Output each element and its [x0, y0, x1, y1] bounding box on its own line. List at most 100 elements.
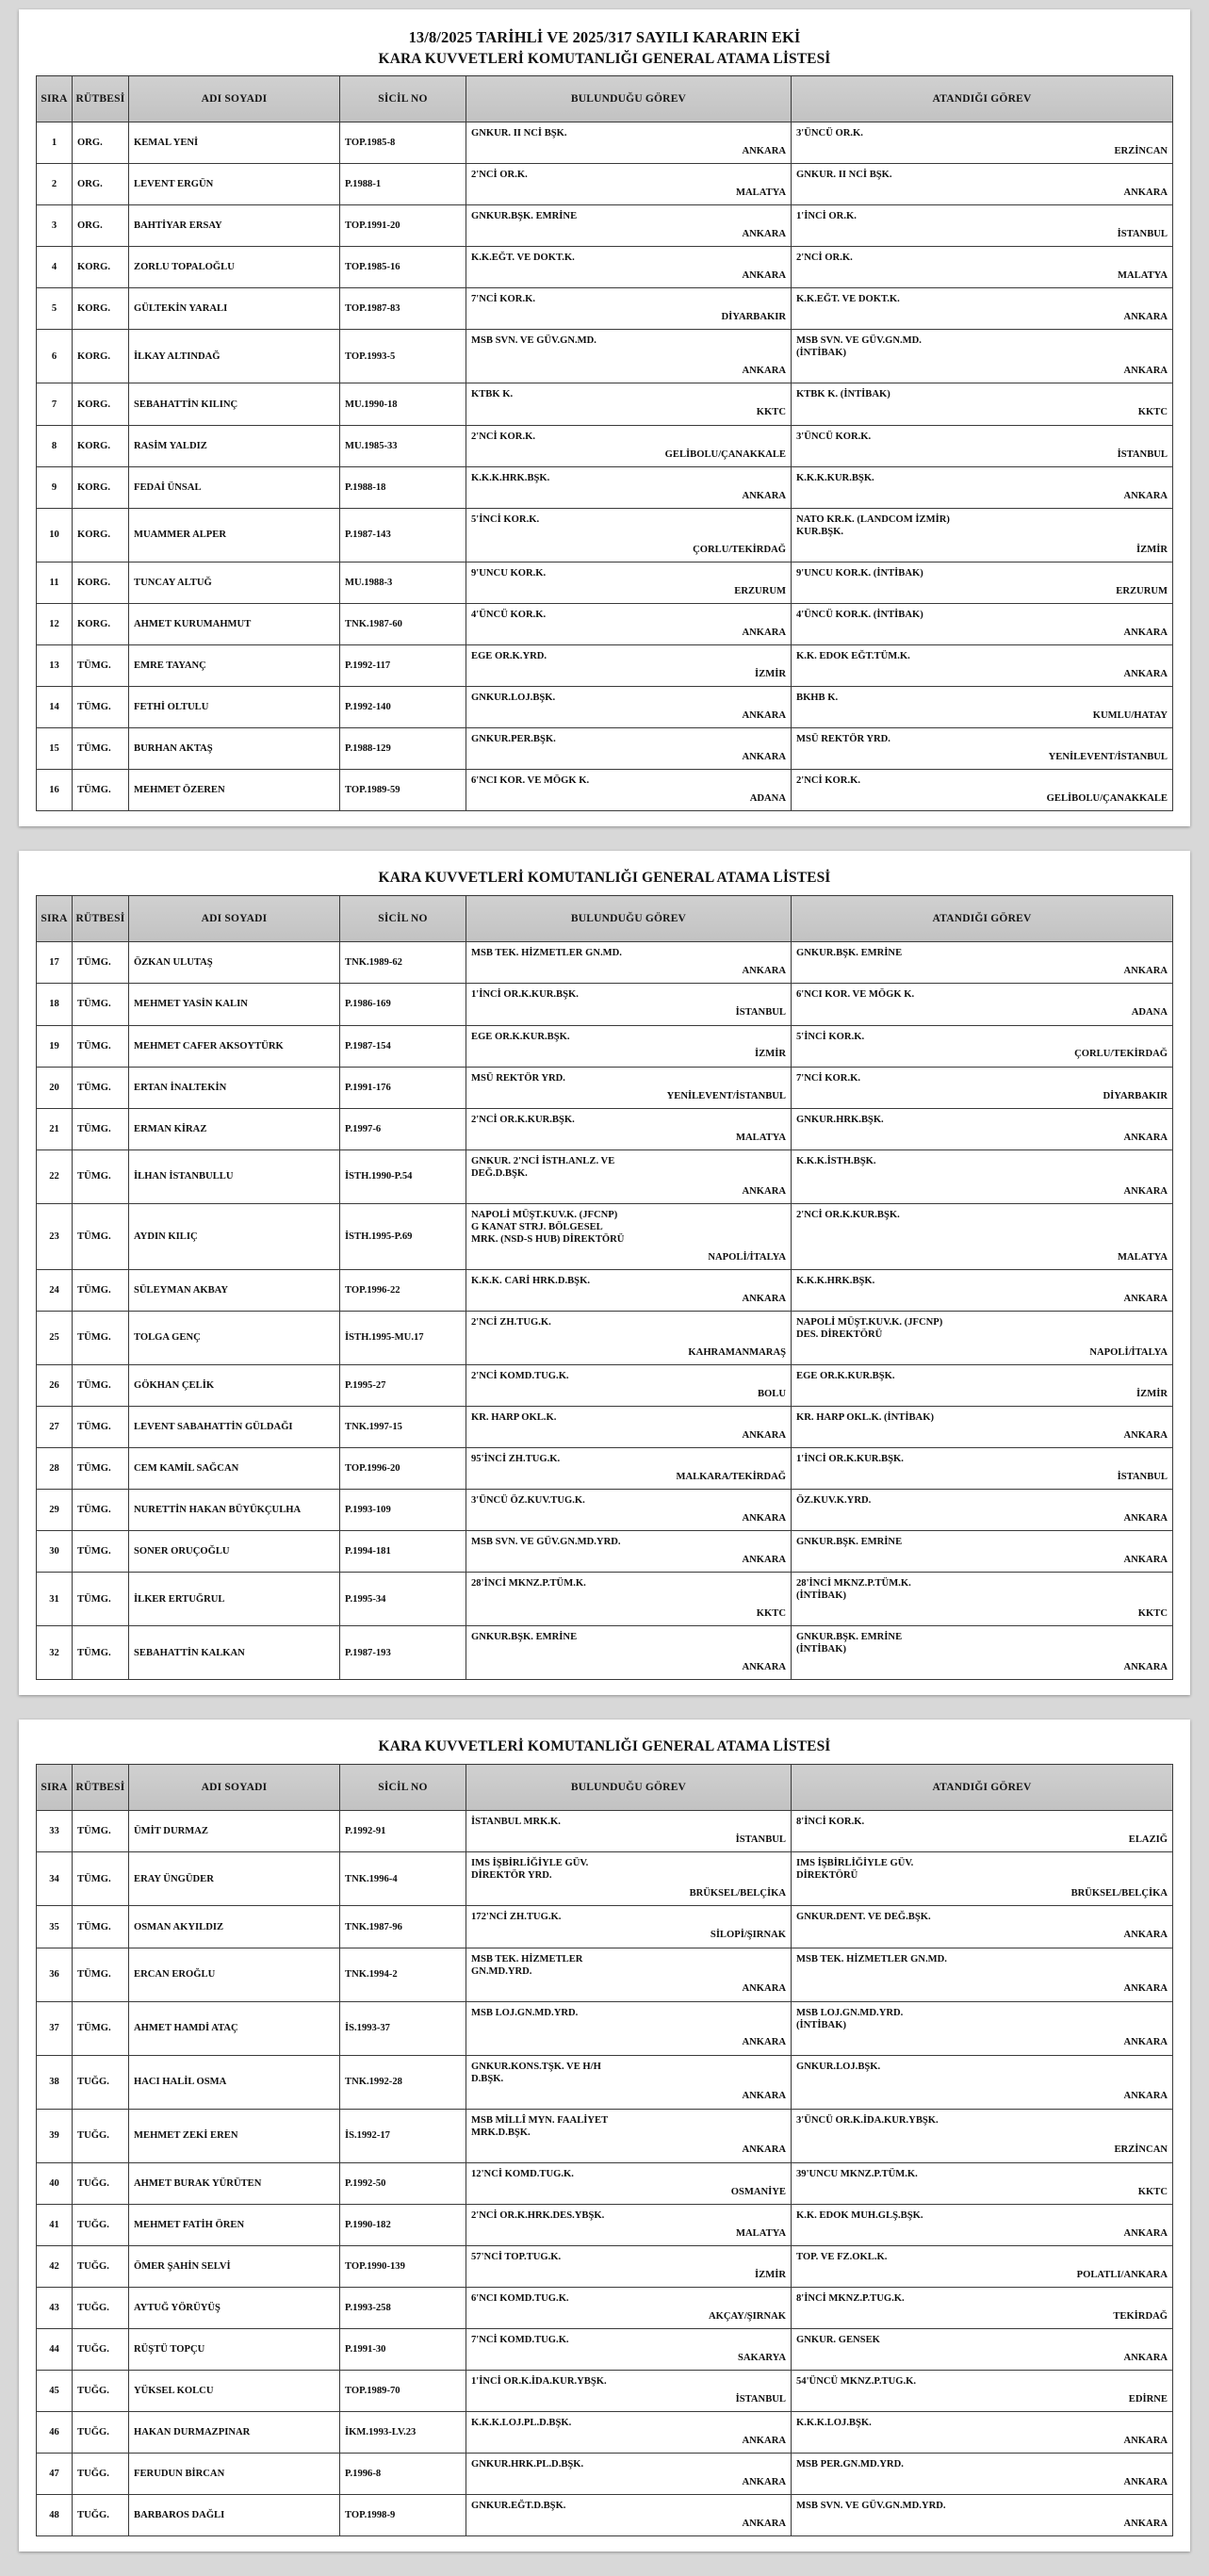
- cell-bulundugu-gorev-content: NAPOLİ MÜŞT.KUV.K. (JFCNP) G KANAT STRJ.…: [471, 1210, 786, 1264]
- atandigi-gorev-text: K.K.K.LOJ.BŞK.: [796, 2418, 872, 2429]
- bulundugu-gorev-location: KKTC: [756, 1608, 786, 1620]
- column-header-bulundugu-gorev: BULUNDUĞU GÖREV: [466, 895, 792, 943]
- cell-bulundugu-gorev-content: GNKUR.HRK.PL.D.BŞK. ANKARA: [471, 2459, 786, 2488]
- cell-atandigi-gorev: MSB PER.GN.MD.YRD. ANKARA: [791, 2453, 1173, 2496]
- table-row: 1 ORG. KEMAL YENİ TOP.1985-8 GNKUR. II NCİ B…: [36, 121, 1173, 165]
- cell-rutbe: TÜMG.: [72, 1530, 129, 1573]
- cell-rutbe: TÜMG.: [72, 1202, 129, 1270]
- bulundugu-gorev-location: ANKARA: [742, 366, 787, 377]
- atandigi-gorev-location: ANKARA: [1123, 1983, 1168, 1995]
- cell-rutbe: TÜMG.: [72, 2000, 129, 2056]
- cell-atandigi-gorev: 6'NCI KOR. VE MÖGK K. ADANA: [791, 983, 1173, 1026]
- cell-adi-soyadi: HAKAN DURMAZPINAR: [128, 2411, 340, 2454]
- atandigi-gorev-location: ANKARA: [1123, 490, 1168, 501]
- atandigi-gorev-location: ERZURUM: [1116, 585, 1168, 596]
- cell-sira: 39: [36, 2108, 73, 2163]
- atandigi-gorev-text: K.K.K.HRK.BŞK.: [796, 1275, 875, 1286]
- cell-atandigi-gorev-content: KR. HARP OKL.K. (İNTİBAK) ANKARA: [796, 1412, 1168, 1442]
- atandigi-gorev-location: ANKARA: [1123, 1185, 1168, 1197]
- cell-sira: 37: [36, 2000, 73, 2056]
- table-row: 16 TÜMG. MEHMET ÖZEREN TOP.1989-59 6'NCI KOR…: [36, 769, 1173, 812]
- cell-atandigi-gorev: 2'NCİ KOR.K. GELİBOLU/ÇANAKKALE: [791, 769, 1173, 812]
- cell-sicil-no: TOP.1996-20: [339, 1447, 466, 1491]
- cell-adi-soyadi: RÜŞTÜ TOPÇU: [128, 2328, 340, 2372]
- cell-atandigi-gorev-content: K.K. EDOK MUH.GLŞ.BŞK. ANKARA: [796, 2210, 1168, 2240]
- cell-sicil-no: P.1992-140: [339, 686, 466, 729]
- cell-sira: 47: [36, 2453, 73, 2496]
- bulundugu-gorev-location: DİYARBAKIR: [721, 312, 786, 323]
- bulundugu-gorev-text: MSB SVN. VE GÜV.GN.MD.: [471, 335, 596, 347]
- atandigi-gorev-text: GNKUR.HRK.BŞK.: [796, 1114, 884, 1125]
- cell-sicil-no: P.1997-6: [339, 1107, 466, 1150]
- cell-atandigi-gorev-content: IMS İŞBİRLİĞİYLE GÜV. DİREKTÖRÜ BRÜKSEL/B…: [796, 1858, 1168, 1899]
- cell-bulundugu-gorev: MSB MİLLÎ MYN. FAALİYET MRK.D.BŞK. ANKARA: [466, 2108, 792, 2163]
- document-page: 13/8/2025 TARİHLİ VE 2025/317 SAYILI KAR…: [19, 9, 1190, 827]
- table-row: 15 TÜMG. BURHAN AKTAŞ P.1988-129 GNKUR.PER.B…: [36, 727, 1173, 771]
- cell-sicil-no: MU.1985-33: [339, 424, 466, 467]
- cell-atandigi-gorev-content: MSB LOJ.GN.MD.YRD. (İNTİBAK) ANKARA: [796, 2008, 1168, 2049]
- bulundugu-gorev-text: GNKUR.EĞT.D.BŞK.: [471, 2501, 566, 2512]
- table-row: 33 TÜMG. ÜMİT DURMAZ P.1992-91 İSTANBUL MRK.…: [36, 1810, 1173, 1853]
- atandigi-gorev-text: 8'İNCİ KOR.K.: [796, 1817, 865, 1828]
- cell-rutbe: TÜMG.: [72, 727, 129, 771]
- atandigi-gorev-location: ANKARA: [1123, 187, 1168, 199]
- table-row: 17 TÜMG. ÖZKAN ULUTAŞ TNK.1989-62 MSB TEK. H…: [36, 941, 1173, 985]
- cell-bulundugu-gorev: 6'NCI KOR. VE MÖGK K. ADANA: [466, 769, 792, 812]
- cell-rutbe: TÜMG.: [72, 1489, 129, 1532]
- cell-sicil-no: P.1995-27: [339, 1363, 466, 1407]
- cell-bulundugu-gorev: K.K.K.LOJ.PL.D.BŞK. ANKARA: [466, 2411, 792, 2454]
- cell-atandigi-gorev-content: 1'İNCİ OR.K. İSTANBUL: [796, 211, 1168, 240]
- atandigi-gorev-location: ELAZIĞ: [1128, 1834, 1168, 1846]
- bulundugu-gorev-text: MSB TEK. HİZMETLER GN.MD.: [471, 948, 622, 959]
- bulundugu-gorev-text: GNKUR.PER.BŞK.: [471, 734, 556, 745]
- table-row: 11 KORG. TUNCAY ALTUĞ MU.1988-3 9'UNCU KOR.K…: [36, 561, 1173, 604]
- cell-adi-soyadi: NURETTİN HAKAN BÜYÜKÇULHA: [128, 1489, 340, 1532]
- cell-rutbe: TUĞG.: [72, 2328, 129, 2372]
- bulundugu-gorev-text: MSB SVN. VE GÜV.GN.MD.YRD.: [471, 1537, 621, 1548]
- cell-atandigi-gorev-content: GNKUR.DENT. VE DEĞ.BŞK. ANKARA: [796, 1912, 1168, 1941]
- bulundugu-gorev-text: EGE OR.K.YRD.: [471, 650, 547, 661]
- cell-bulundugu-gorev: GNKUR. 2'NCİ İSTH.ANLZ. VE DEĞ.D.BŞK. ANK…: [466, 1149, 792, 1204]
- cell-atandigi-gorev-content: 7'NCİ KOR.K. DİYARBAKIR: [796, 1073, 1168, 1102]
- cell-sira: 33: [36, 1810, 73, 1853]
- cell-atandigi-gorev-content: GNKUR. GENSEK ANKARA: [796, 2335, 1168, 2364]
- cell-bulundugu-gorev-content: GNKUR.BŞK. EMRİNE ANKARA: [471, 211, 786, 240]
- bulundugu-gorev-location: ANKARA: [742, 490, 787, 501]
- cell-rutbe: TÜMG.: [72, 1810, 129, 1853]
- cell-atandigi-gorev: K.K.K.KUR.BŞK. ANKARA: [791, 465, 1173, 509]
- cell-atandigi-gorev-content: 8'İNCİ KOR.K. ELAZIĞ: [796, 1817, 1168, 1846]
- bulundugu-gorev-text: 28'İNCİ MKNZ.P.TÜM.K.: [471, 1578, 586, 1590]
- atandigi-gorev-text: 8'İNCİ MKNZ.P.TUG.K.: [796, 2292, 905, 2304]
- atandigi-gorev-text: NATO KR.K. (LANDCOM İZMİR) KUR.BŞK.: [796, 514, 950, 537]
- cell-sicil-no: P.1991-176: [339, 1066, 466, 1109]
- atandigi-gorev-text: 3'ÜNCÜ OR.K.: [796, 128, 863, 139]
- atandigi-gorev-location: EDİRNE: [1128, 2394, 1168, 2405]
- table-row: 38 TUĞG. HACI HALİL OSMA TNK.1992-28 GNKUR.K…: [36, 2054, 1173, 2110]
- cell-atandigi-gorev-content: K.K.EĞT. VE DOKT.K. ANKARA: [796, 294, 1168, 323]
- cell-adi-soyadi: SÜLEYMAN AKBAY: [128, 1268, 340, 1312]
- cell-atandigi-gorev-content: ÖZ.KUV.K.YRD. ANKARA: [796, 1495, 1168, 1524]
- cell-sicil-no: TNK.1997-15: [339, 1405, 466, 1449]
- cell-atandigi-gorev-content: MSB SVN. VE GÜV.GN.MD. (İNTİBAK) ANKARA: [796, 335, 1168, 377]
- cell-sira: 9: [36, 465, 73, 509]
- atandigi-gorev-location: ANKARA: [1123, 1293, 1168, 1304]
- atandigi-gorev-location: ANKARA: [1123, 966, 1168, 977]
- cell-sira: 19: [36, 1024, 73, 1068]
- cell-bulundugu-gorev-content: 6'NCI KOMD.TUG.K. AKÇAY/ŞIRNAK: [471, 2293, 786, 2323]
- bulundugu-gorev-location: İSTANBUL: [735, 2394, 786, 2405]
- table-row: 22 TÜMG. İLHAN İSTANBULLU İSTH.1990-P.54 GNK…: [36, 1149, 1173, 1204]
- cell-atandigi-gorev-content: K.K.K.HRK.BŞK. ANKARA: [796, 1276, 1168, 1305]
- cell-sira: 35: [36, 1905, 73, 1948]
- bulundugu-gorev-location: ANKARA: [742, 2091, 787, 2102]
- cell-atandigi-gorev-content: K.K.K.KUR.BŞK. ANKARA: [796, 473, 1168, 502]
- cell-bulundugu-gorev-content: MSÜ REKTÖR YRD. YENİLEVENT/İSTANBUL: [471, 1073, 786, 1102]
- page-title: 13/8/2025 TARİHLİ VE 2025/317 SAYILI KAR…: [408, 28, 801, 46]
- cell-bulundugu-gorev-content: 5'İNCİ KOR.K. ÇORLU/TEKİRDAĞ: [471, 514, 786, 556]
- bulundugu-gorev-text: EGE OR.K.KUR.BŞK.: [471, 1031, 570, 1042]
- atandigi-gorev-location: ANKARA: [1123, 1555, 1168, 1566]
- cell-sicil-no: TOP.1989-59: [339, 769, 466, 812]
- cell-bulundugu-gorev: İSTANBUL MRK.K. İSTANBUL: [466, 1810, 792, 1853]
- table-row: 5 KORG. GÜLTEKİN YARALI TOP.1987-83 7'NCİ KO…: [36, 287, 1173, 331]
- cell-atandigi-gorev: IMS İŞBİRLİĞİYLE GÜV. DİREKTÖRÜ BRÜKSEL/B…: [791, 1851, 1173, 1907]
- table-row: 25 TÜMG. TOLGA GENÇ İSTH.1995-MU.17 2'NCİ ZH…: [36, 1310, 1173, 1365]
